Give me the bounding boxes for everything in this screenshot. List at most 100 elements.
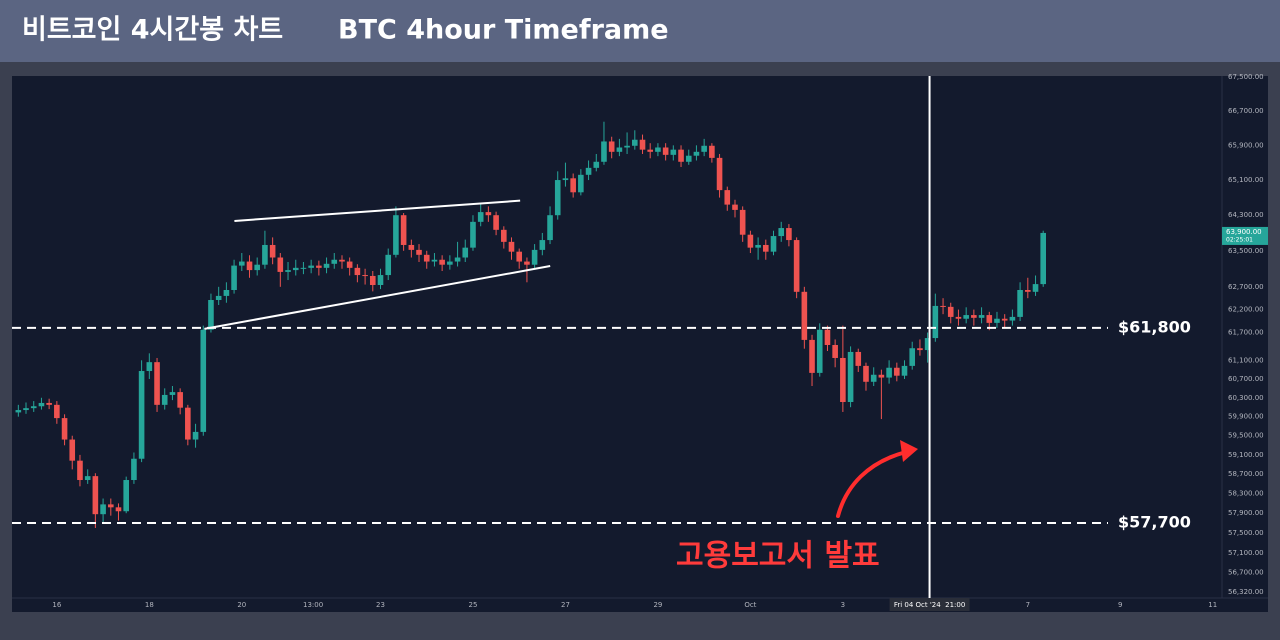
candle-body: [732, 204, 738, 210]
candle-body: [77, 460, 83, 481]
candle-body: [385, 254, 392, 276]
candle-body: [377, 275, 384, 286]
y-tick-label: 60,700.00: [1228, 375, 1264, 383]
y-tick-label: 58,300.00: [1228, 490, 1264, 498]
candle-body: [92, 476, 99, 515]
last-price-tag: [1222, 226, 1268, 245]
candle-body: [601, 141, 607, 162]
candle-body: [840, 357, 846, 403]
last-price-label: 63,900.00: [1226, 228, 1262, 236]
candle-body: [462, 247, 469, 258]
candle-body: [616, 147, 623, 152]
x-tick-label: 20: [237, 601, 246, 609]
candle-body: [408, 244, 415, 250]
candle-body: [100, 504, 106, 515]
candle-body: [716, 157, 723, 191]
x-tick-label: Oct: [744, 601, 756, 609]
candle-body: [762, 244, 769, 252]
candle-body: [786, 228, 792, 241]
candle-body: [177, 392, 183, 408]
candle-body: [655, 147, 661, 152]
candle-body: [346, 261, 353, 268]
x-tick-label: 3: [841, 601, 845, 609]
candle-body: [23, 408, 29, 411]
candle-body: [770, 236, 777, 252]
candle-body: [963, 315, 969, 319]
x-tick-label: 27: [561, 601, 570, 609]
candle-body: [570, 178, 576, 193]
y-tick-label: 57,100.00: [1228, 549, 1264, 557]
candle-body: [639, 139, 646, 150]
y-tick-label: 65,100.00: [1228, 176, 1264, 184]
candle-body: [269, 244, 276, 258]
candle-body: [670, 149, 677, 155]
candle-body: [501, 229, 507, 242]
candle-body: [423, 254, 430, 262]
candle-body: [832, 344, 838, 358]
candle-body: [724, 190, 731, 205]
candle-body: [277, 257, 284, 272]
y-tick-label: 62,200.00: [1228, 306, 1264, 314]
candle-body: [238, 261, 245, 266]
candle-body: [416, 249, 422, 255]
x-tick-label: 25: [469, 601, 478, 609]
candle-body: [185, 407, 191, 440]
candle-body: [554, 180, 561, 216]
candle-body: [108, 504, 114, 508]
candle-body: [955, 316, 962, 319]
candle-body: [662, 147, 669, 155]
candle-body: [1025, 289, 1031, 292]
candle-body: [215, 295, 222, 301]
candle-body: [431, 259, 438, 262]
y-tick-label: 60,300.00: [1228, 394, 1264, 402]
y-tick-label: 58,700.00: [1228, 470, 1264, 478]
candle-body: [400, 215, 407, 245]
candle-body: [801, 291, 808, 340]
candle-body: [115, 507, 122, 512]
y-tick-label: 57,500.00: [1228, 529, 1264, 537]
candle-body: [223, 289, 230, 296]
y-tick-label: 59,900.00: [1228, 413, 1264, 421]
candle-body: [932, 305, 939, 339]
candle-body: [339, 259, 345, 262]
candle-body: [909, 348, 916, 366]
candle-body: [516, 251, 523, 262]
y-tick-label: 56,320.00: [1228, 588, 1264, 596]
y-tick-label: 59,100.00: [1228, 451, 1264, 459]
candle-body: [1017, 289, 1023, 317]
candle-body: [739, 209, 746, 235]
y-tick-label: 67,500.00: [1228, 73, 1264, 81]
candle-body: [231, 265, 237, 290]
x-tick-label: 11: [1208, 601, 1217, 609]
candle-body: [493, 215, 499, 230]
y-tick-label: 61,700.00: [1228, 329, 1264, 337]
candle-body: [709, 145, 715, 158]
y-tick-label: 61,100.00: [1228, 356, 1264, 364]
subtitle: BTC 4hour Timeframe: [338, 15, 669, 46]
candle-body: [470, 221, 476, 248]
candle-body: [138, 371, 145, 459]
candle-body: [84, 476, 91, 481]
candle-body: [632, 139, 638, 146]
y-tick-label: 64,300.00: [1228, 211, 1264, 219]
annotation-arrow: [836, 450, 908, 518]
candle-body: [69, 439, 76, 461]
x-tick-label: 18: [145, 601, 154, 609]
candle-body: [994, 318, 1000, 323]
candle-body: [647, 149, 653, 152]
candle-body: [393, 215, 399, 255]
candle-body: [362, 275, 368, 277]
candle-body: [454, 257, 461, 262]
candle-body: [971, 315, 977, 318]
candle-body: [292, 267, 299, 271]
candle-body: [531, 249, 538, 265]
candle-body: [485, 212, 492, 216]
annotation: 고용보고서 발표: [676, 539, 880, 574]
candle-body: [262, 244, 268, 265]
x-tick-label: 16: [52, 601, 61, 609]
candle-body: [131, 458, 137, 481]
candle-body: [778, 228, 785, 237]
candle-body: [123, 480, 130, 512]
trendline: [204, 265, 551, 330]
